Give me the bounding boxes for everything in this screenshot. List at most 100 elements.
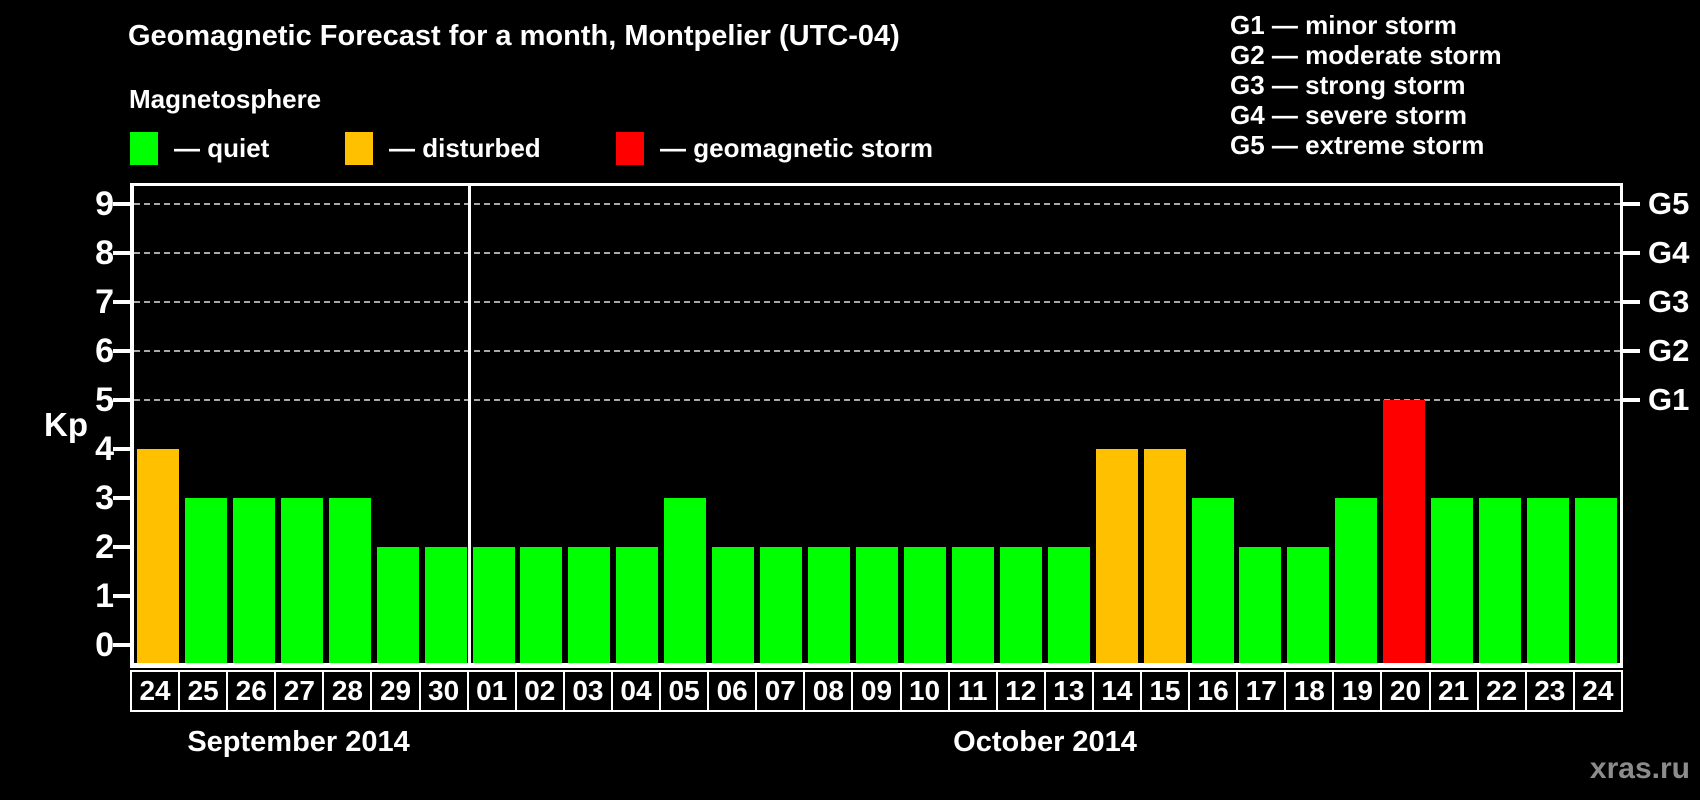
g-scale-label-G2: G2 [1648,333,1690,368]
gridline-kp5 [134,399,1620,401]
g-tick-mark-G5 [1623,202,1640,206]
kp-bar-day-16 [1191,498,1234,663]
month-label: September 2014 [187,726,410,758]
y-tick-label-7: 7 [95,283,114,321]
date-cell-30: 30 [421,672,469,710]
date-cell-05: 05 [661,672,710,710]
kp-bar-day-12 [999,547,1042,663]
y-tick-mark-3 [113,496,130,500]
magnetosphere-legend-title: Magnetosphere [129,84,322,114]
date-cell-10: 10 [902,672,950,710]
date-cell-22: 22 [1479,672,1527,710]
legend-item-quiet: — quiet [130,132,269,165]
date-cell-15: 15 [1142,672,1191,710]
y-tick-label-8: 8 [95,234,114,272]
date-cell-26: 26 [228,672,277,710]
date-cell-09: 09 [853,672,902,710]
legend-item-label: — quiet [174,133,270,163]
legend-item-disturbed: — disturbed [345,132,541,165]
date-cell-24: 24 [132,672,181,710]
gridline-kp8 [134,252,1620,254]
date-cell-13: 13 [1046,672,1094,710]
month-label: October 2014 [953,726,1137,758]
kp-bar-day-13 [1047,547,1090,663]
kp-bar-day-28 [328,498,371,663]
kp-bar-day-02 [520,547,563,663]
date-cell-24: 24 [1582,675,1614,706]
g-scale-label-G4: G4 [1648,235,1690,270]
kp-bar-day-22 [1479,498,1522,663]
kp-bar-day-10 [903,547,946,663]
y-tick-mark-4 [113,447,130,451]
kp-bar-day-19 [1335,498,1378,663]
kp-bar-day-11 [951,547,994,663]
y-tick-label-1: 1 [95,577,114,615]
g-tick-mark-G3 [1623,300,1640,304]
kp-bar-day-30 [424,547,467,663]
g-scale-label-G5: G5 [1648,186,1690,221]
date-cell-07: 07 [757,672,806,710]
y-tick-mark-5 [113,398,130,402]
legend-item-label: — geomagnetic storm [660,133,934,163]
y-tick-mark-0 [113,643,130,647]
kp-bar-day-01 [472,547,515,663]
date-cell-14: 14 [1094,672,1142,710]
kp-bar-day-14 [1095,449,1138,663]
kp-bar-day-26 [232,498,275,663]
kp-bar-day-23 [1527,498,1570,663]
storm-scale-item: G1 — minor storm [1230,10,1457,40]
date-cell-03: 03 [565,672,613,710]
date-cell-23: 23 [1527,672,1575,710]
y-tick-mark-8 [113,251,130,255]
kp-bar-day-06 [712,547,755,663]
date-cell-25: 25 [180,672,229,710]
kp-bar-day-15 [1143,449,1186,663]
kp-bar-day-27 [280,498,323,663]
y-tick-label-9: 9 [95,185,114,223]
date-cell-16: 16 [1190,672,1239,710]
date-cell-20: 20 [1382,672,1431,710]
gridline-kp6 [134,350,1620,352]
kp-bar-day-08 [808,547,851,663]
date-cell-28: 28 [324,672,373,710]
storm-scale-item: G5 — extreme storm [1230,130,1485,160]
kp-bar-day-17 [1239,547,1282,663]
kp-bar-day-07 [760,547,803,663]
g-tick-mark-G1 [1623,398,1640,402]
date-cell-21: 21 [1431,672,1479,710]
date-cell-19: 19 [1334,672,1383,710]
date-cell-06: 06 [709,672,758,710]
gridline-kp7 [134,301,1620,303]
storm-scale-legend: G1 — minor storm G2 — moderate storm G3 — … [1230,10,1502,160]
y-tick-label-0: 0 [95,626,114,664]
kp-bar-day-05 [664,498,707,663]
g-tick-mark-G4 [1623,251,1640,255]
storm-scale-item: G3 — strong storm [1230,70,1466,100]
watermark: xras.ru [1589,752,1690,785]
g-tick-mark-G2 [1623,349,1640,353]
date-cell-11: 11 [950,672,998,710]
date-cell-17: 17 [1238,672,1287,710]
date-cell-29: 29 [372,672,421,710]
kp-bar-day-20 [1383,400,1426,663]
gridline-kp9 [134,203,1620,205]
date-cell-12: 12 [998,672,1046,710]
y-tick-label-4: 4 [95,430,114,468]
storm-scale-item: G4 — severe storm [1230,100,1468,130]
y-tick-label-2: 2 [95,528,114,566]
kp-bar-day-03 [568,547,611,663]
storm-color-swatch [616,132,644,165]
legend-item-storm: — geomagnetic storm [616,132,933,165]
date-cell-02: 02 [517,672,565,710]
plot-inner [134,186,1620,663]
kp-bar-day-04 [616,547,659,663]
month-separator-line [468,186,472,663]
disturbed-color-swatch [345,132,373,165]
y-tick-label-6: 6 [95,332,114,370]
y-tick-mark-6 [113,349,130,353]
date-cell-04: 04 [613,672,662,710]
kp-bar-day-24 [1575,498,1618,663]
kp-bar-day-24 [136,449,179,663]
y-axis-title: Kp [44,406,88,443]
